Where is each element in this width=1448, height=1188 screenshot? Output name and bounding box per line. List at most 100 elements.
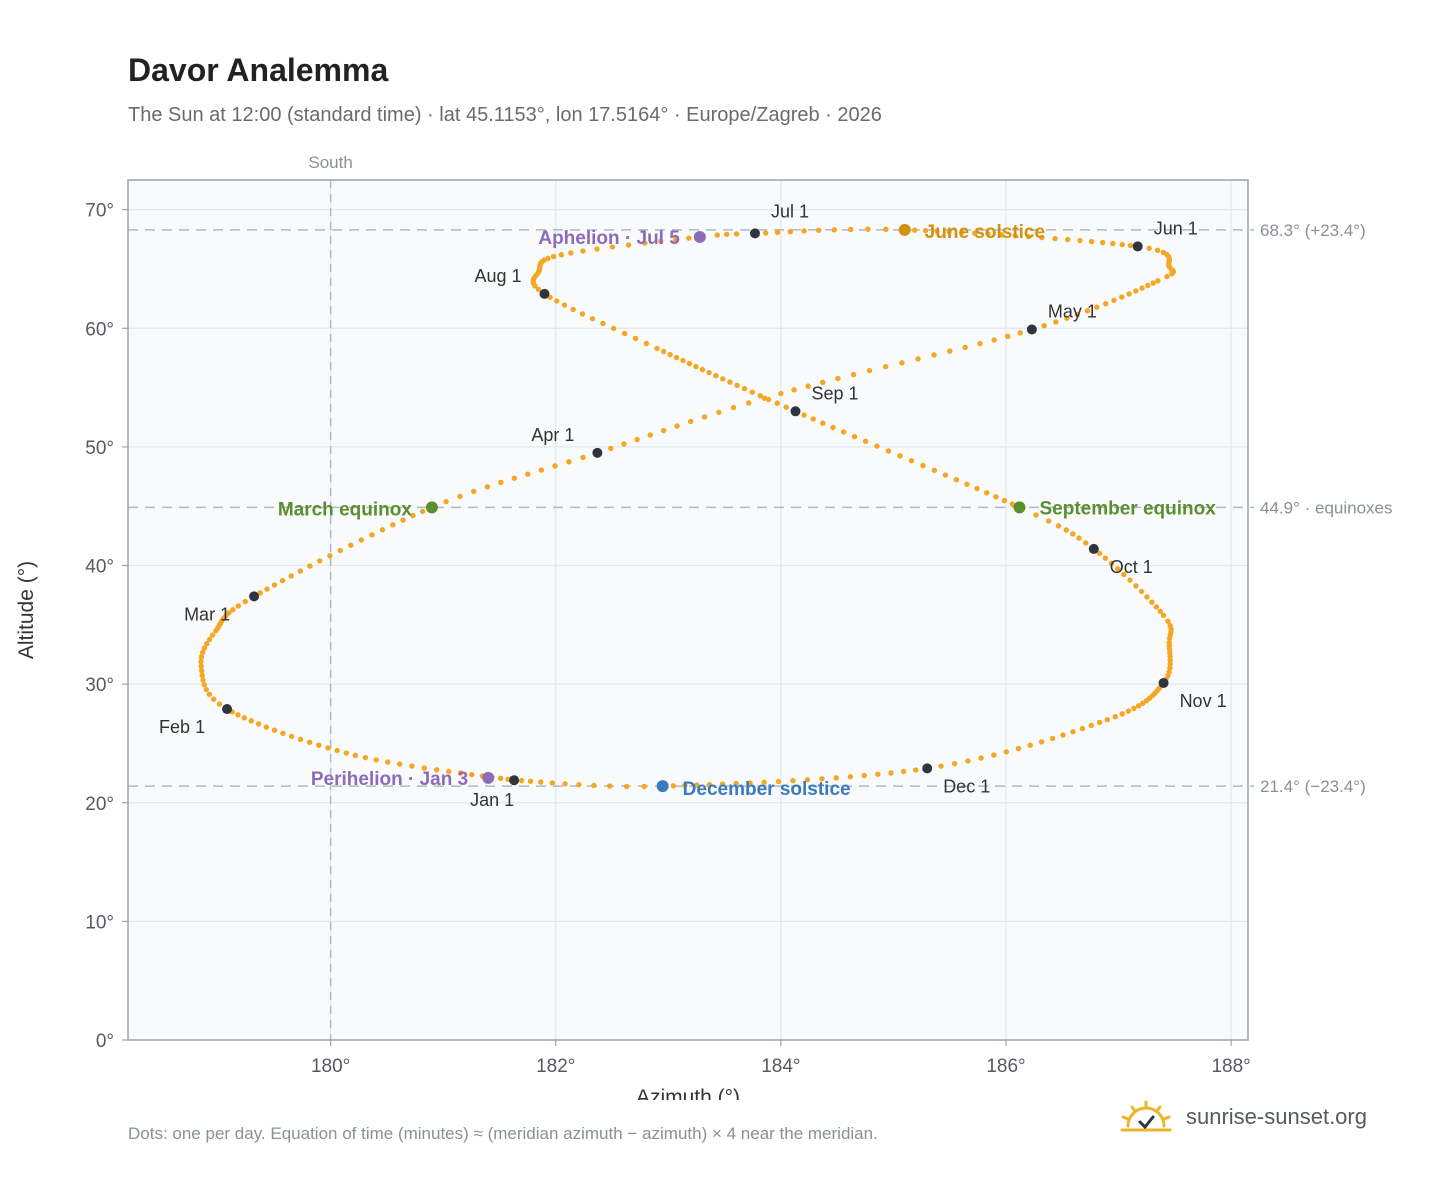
daily-sun-dot: [947, 348, 953, 354]
daily-sun-dot: [816, 227, 822, 234]
daily-sun-dot: [851, 433, 858, 440]
daily-sun-dot: [1088, 722, 1094, 729]
daily-sun-dot: [660, 427, 667, 434]
y-tick-label: 70°: [85, 201, 114, 222]
daily-sun-dot: [942, 472, 949, 478]
event-label: March equinox: [278, 499, 413, 520]
daily-sun-dot: [591, 782, 597, 789]
daily-sun-dot: [964, 481, 970, 487]
daily-sun-dot: [1150, 280, 1156, 286]
month-label: Aug 1: [474, 266, 521, 286]
daily-sun-dot: [972, 230, 978, 236]
daily-sun-dot: [1149, 599, 1155, 605]
daily-sun-dot: [699, 366, 706, 373]
daily-sun-dot: [1165, 618, 1171, 624]
daily-sun-dot: [498, 479, 504, 486]
daily-sun-dot: [962, 344, 968, 351]
daily-sun-dot: [580, 248, 586, 254]
daily-sun-dot: [421, 765, 427, 771]
daily-sun-dot: [1127, 242, 1134, 249]
daily-sun-dot: [561, 302, 568, 308]
daily-sun-dot: [1119, 294, 1125, 300]
daily-sun-dot: [1154, 247, 1161, 254]
daily-sun-dot: [608, 445, 614, 452]
y-tick-label: 20°: [85, 794, 114, 815]
daily-sun-dot: [471, 488, 477, 495]
daily-sun-dot: [900, 768, 907, 775]
daily-sun-dot: [1155, 278, 1161, 284]
daily-sun-dot: [790, 777, 796, 784]
daily-sun-dot: [1027, 742, 1033, 748]
daily-sun-dot: [835, 375, 841, 382]
daily-sun-dot: [931, 352, 937, 358]
daily-sun-dot: [554, 298, 560, 304]
daily-sun-dot: [610, 325, 617, 332]
analemma-path: [198, 226, 1177, 790]
daily-sun-dot: [352, 752, 359, 759]
plot-frame: [127, 179, 1249, 1041]
daily-sun-dot: [549, 780, 556, 786]
meridian-label: South: [308, 153, 352, 172]
daily-sun-dot: [1083, 540, 1089, 546]
brand-logo[interactable]: sunrise-sunset.org: [1120, 1100, 1367, 1134]
daily-sun-dot: [198, 658, 204, 665]
daily-sun-dot: [840, 429, 847, 435]
daily-sun-dot: [850, 371, 857, 378]
daily-sun-dot: [946, 229, 952, 235]
brand-name[interactable]: sunrise-sunset.org: [1186, 1104, 1367, 1129]
sun-icon: [1120, 1100, 1172, 1132]
daily-sun-dot: [419, 508, 426, 515]
daily-sun-dot: [511, 475, 518, 481]
daily-sun-dot: [733, 231, 740, 237]
daily-sun-dot: [801, 228, 807, 234]
month-label: Feb 1: [159, 717, 205, 737]
daily-sun-dot: [1166, 635, 1173, 642]
event-marker: [425, 501, 438, 514]
daily-sun-dot: [558, 252, 565, 258]
daily-sun-dot: [687, 418, 694, 425]
daily-sun-dot: [820, 420, 826, 426]
month-marker: [922, 763, 933, 774]
daily-sun-dot: [1102, 301, 1109, 307]
daily-sun-dot: [882, 364, 889, 370]
daily-sun-dot: [862, 438, 869, 445]
daily-sun-dot: [1125, 708, 1132, 714]
daily-sun-dot: [1096, 550, 1103, 557]
daily-sun-dot: [897, 453, 903, 459]
daily-sun-dot: [288, 573, 294, 579]
daily-sun-dot: [1139, 285, 1145, 291]
daily-sun-dot: [713, 373, 719, 379]
daily-sun-dot: [216, 701, 223, 707]
daily-sun-dot: [242, 598, 248, 605]
daily-sun-dot: [953, 477, 960, 483]
daily-sun-dot: [621, 441, 627, 447]
daily-sun-dot: [201, 681, 207, 688]
x-tick-label: 188°: [1211, 1056, 1250, 1077]
daily-sun-dot: [316, 742, 322, 748]
daily-sun-dot: [672, 236, 679, 243]
daily-sun-dot: [991, 752, 997, 758]
daily-sun-dot: [625, 242, 632, 248]
daily-sun-dot: [749, 389, 755, 395]
reference-lines: South 68.3° (+23.4°) 44.9° · equinoxes 21.4…: [128, 153, 1393, 1040]
daily-sun-dot: [634, 436, 640, 443]
daily-sun-dot: [1167, 657, 1173, 663]
daily-sun-dot: [693, 363, 699, 370]
daily-sun-dot: [1039, 234, 1045, 241]
y-tick-label: 50°: [85, 438, 114, 459]
daily-sun-dot: [670, 783, 677, 789]
daily-sun-dot: [203, 686, 209, 693]
daily-sun-dot: [1077, 237, 1083, 244]
x-tick-label: 180°: [311, 1056, 350, 1077]
daily-sun-dot: [1004, 333, 1011, 340]
daily-sun-dot: [362, 754, 369, 761]
daily-sun-dot: [1126, 291, 1132, 297]
event-label: June solstice: [925, 222, 1045, 243]
y-tick-label: 0°: [96, 1031, 114, 1052]
month-marker: [749, 228, 760, 239]
daily-sun-dot: [400, 517, 406, 523]
altitude-reference-label: 44.9° · equinoxes: [1260, 498, 1393, 517]
daily-sun-dot: [1121, 571, 1127, 578]
month-marker: [249, 591, 260, 602]
event-marker: [656, 780, 669, 793]
